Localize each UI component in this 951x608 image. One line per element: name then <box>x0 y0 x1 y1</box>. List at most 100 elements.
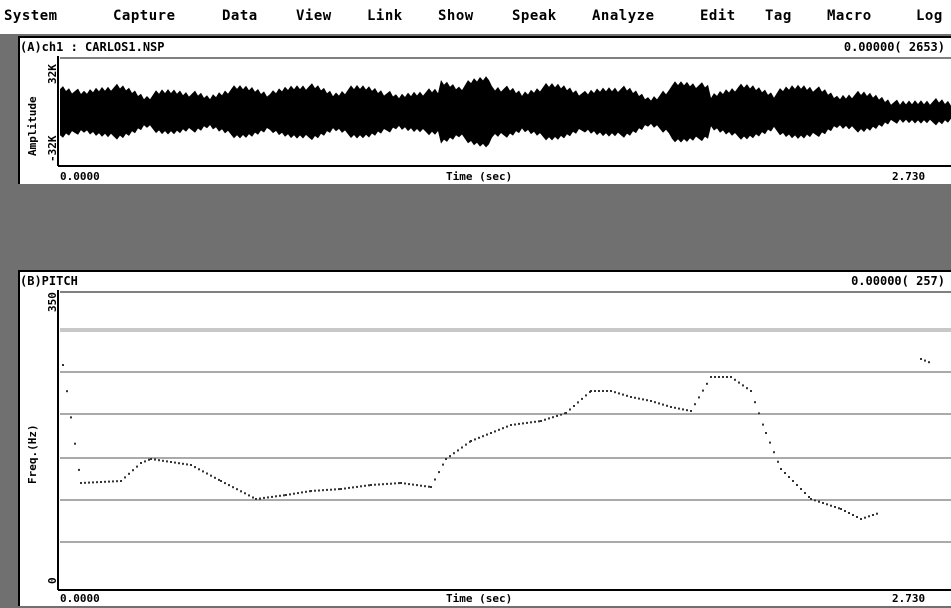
pitch-xmin: 0.0000 <box>60 592 100 605</box>
pitch-point <box>730 376 732 378</box>
pitch-point <box>622 393 624 396</box>
pitch-point <box>606 390 608 392</box>
pitch-point <box>398 482 400 485</box>
pitch-point <box>726 376 728 378</box>
pitch-point <box>534 420 536 423</box>
pitch-point <box>92 481 94 484</box>
pitch-point <box>158 459 160 462</box>
pitch-point <box>348 486 350 489</box>
pitch-point <box>544 418 546 421</box>
waveform-ymin: -32K <box>46 135 59 163</box>
pitch-point <box>220 480 222 482</box>
pitch-point <box>690 410 692 412</box>
waveform-cursor-readout: 0.00000( 2653) <box>843 40 945 54</box>
pitch-point <box>132 469 134 472</box>
pitch-point <box>840 508 842 510</box>
pitch-point <box>486 433 488 436</box>
menu-link[interactable]: Link <box>367 8 403 24</box>
pitch-point <box>920 358 922 360</box>
pitch-point <box>864 516 866 519</box>
pitch-point <box>310 490 312 492</box>
pitch-point <box>822 502 824 504</box>
pitch-point <box>646 399 648 402</box>
pitch-point <box>202 470 204 473</box>
pitch-point <box>330 488 332 491</box>
pitch-point <box>654 401 656 404</box>
menu-view[interactable]: View <box>296 8 332 24</box>
pitch-point <box>62 364 64 366</box>
pitch-point <box>796 484 798 486</box>
pitch-point <box>340 488 342 490</box>
pitch-point <box>538 420 540 423</box>
menu-analyze[interactable]: Analyze <box>592 8 655 24</box>
pitch-point <box>368 484 370 487</box>
pitch-point <box>810 498 812 500</box>
menu-capture[interactable]: Capture <box>113 8 176 24</box>
pitch-ylabel: Freq.(Hz) <box>26 424 39 484</box>
pitch-title: (B)PITCH <box>20 274 78 288</box>
pitch-point <box>370 484 372 486</box>
pitch-point <box>470 440 472 442</box>
pitch-point <box>738 381 740 384</box>
pitch-cursor-readout: 0.00000( 257) <box>851 274 945 288</box>
pitch-point <box>445 458 447 460</box>
pitch-point <box>100 481 102 483</box>
waveform-xlabel: Time (sec) <box>446 170 513 183</box>
waveform-plot[interactable] <box>20 38 951 186</box>
pitch-point <box>838 507 840 510</box>
pitch-point <box>630 396 632 398</box>
menu-edit[interactable]: Edit <box>700 8 736 24</box>
pitch-point <box>314 489 316 492</box>
pitch-point <box>682 408 684 411</box>
menu-tag[interactable]: Tag <box>765 8 792 24</box>
pitch-point <box>74 442 76 445</box>
pitch-point <box>352 486 354 489</box>
waveform-panel[interactable]: (A)ch1 : CARLOS1.NSP 0.00000( 2653) Ampl… <box>18 36 951 184</box>
waveform-xmax: 2.730 <box>892 170 926 183</box>
pitch-ymin: 0 <box>46 577 59 584</box>
pitch-point <box>338 488 340 491</box>
pitch-point <box>206 472 208 475</box>
pitch-point <box>244 492 246 495</box>
menu-speak[interactable]: Speak <box>512 8 557 24</box>
pitch-point <box>420 484 422 487</box>
pitch-point <box>710 376 712 378</box>
pitch-point <box>374 483 376 486</box>
pitch-point <box>818 500 820 503</box>
pitch-point <box>634 396 636 399</box>
pitch-point <box>108 480 110 483</box>
pitch-point <box>514 423 516 426</box>
pitch-point <box>494 430 496 433</box>
pitch-point <box>326 488 328 491</box>
pitch-point <box>560 413 562 416</box>
menu-data[interactable]: Data <box>222 8 258 24</box>
pitch-point <box>182 462 184 465</box>
pitch-ymax: 350 <box>46 292 59 312</box>
pitch-point <box>283 494 285 497</box>
pitch-plot[interactable] <box>20 272 951 608</box>
pitch-point <box>856 516 858 518</box>
pitch-point <box>301 491 303 494</box>
menu-show[interactable]: Show <box>438 8 474 24</box>
pitch-point <box>360 485 362 488</box>
pitch-point <box>424 485 426 488</box>
pitch-point <box>482 435 484 438</box>
pitch-point <box>378 483 380 486</box>
pitch-point <box>150 458 152 460</box>
pitch-point <box>777 460 779 463</box>
pitch-point <box>658 402 660 405</box>
pitch-point <box>834 506 836 508</box>
menu-log[interactable]: Log <box>916 8 943 24</box>
pitch-point <box>556 414 558 417</box>
menu-system[interactable]: System <box>4 8 58 24</box>
pitch-point <box>186 463 188 466</box>
menu-macro[interactable]: Macro <box>827 8 872 24</box>
pitch-point <box>618 392 620 395</box>
pitch-point <box>248 494 250 497</box>
pitch-point <box>461 446 463 449</box>
pitch-panel[interactable]: (B)PITCH 0.00000( 257) Freq.(Hz) 350 0 0… <box>18 270 951 606</box>
pitch-point <box>698 396 700 399</box>
pitch-point <box>792 480 794 482</box>
pitch-point <box>70 416 72 419</box>
pitch-point <box>734 378 736 381</box>
